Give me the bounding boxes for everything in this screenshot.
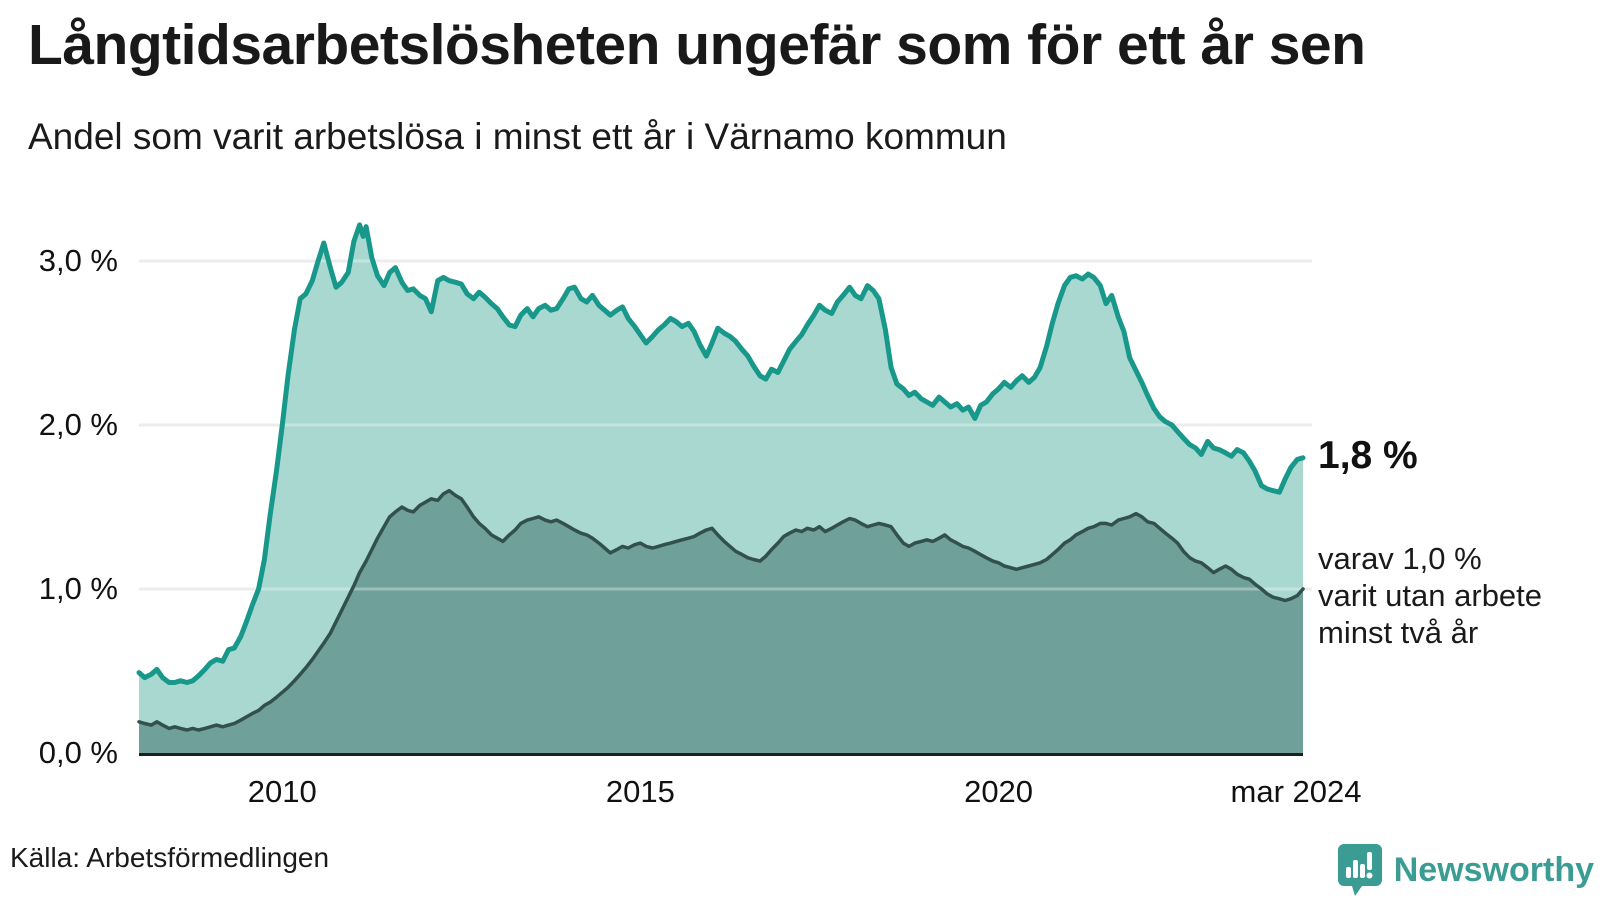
page-subtitle: Andel som varit arbetslösa i minst ett å…	[28, 116, 1007, 157]
secondary-value-label: varav 1,0 % varit utan arbete minst två …	[1318, 540, 1542, 651]
secondary-value-line: varav 1,0 %	[1318, 541, 1482, 576]
latest-value-label: 1,8 %	[1318, 434, 1418, 477]
x-tick-label: mar 2024	[1230, 774, 1362, 809]
source-attribution: Källa: Arbetsförmedlingen	[10, 842, 330, 873]
x-tick-label: 2020	[964, 774, 1034, 809]
y-tick-label: 1,0 %	[38, 571, 118, 606]
newsworthy-wordmark: Newsworthy	[1393, 850, 1594, 889]
newsworthy-logo-icon	[1337, 844, 1382, 896]
series-line-minst-tva-ar	[137, 488, 1305, 732]
page-title: Långtidsarbetslösheten ungefär som för e…	[28, 13, 1366, 77]
x-tick-label: 2015	[605, 774, 675, 809]
y-tick-label: 0,0 %	[38, 735, 118, 770]
y-tick-label: 2,0 %	[38, 407, 118, 442]
series-line-minst-ett-ar	[136, 222, 1306, 685]
secondary-value-line: minst två år	[1318, 615, 1479, 650]
secondary-value-line: varit utan arbete	[1318, 578, 1543, 613]
newsworthy-brand: Newsworthy	[1336, 842, 1594, 898]
series-area-minst-tva-ar	[139, 490, 1303, 753]
x-tick-label: 2010	[247, 774, 317, 809]
y-tick-label: 3,0 %	[38, 243, 118, 278]
